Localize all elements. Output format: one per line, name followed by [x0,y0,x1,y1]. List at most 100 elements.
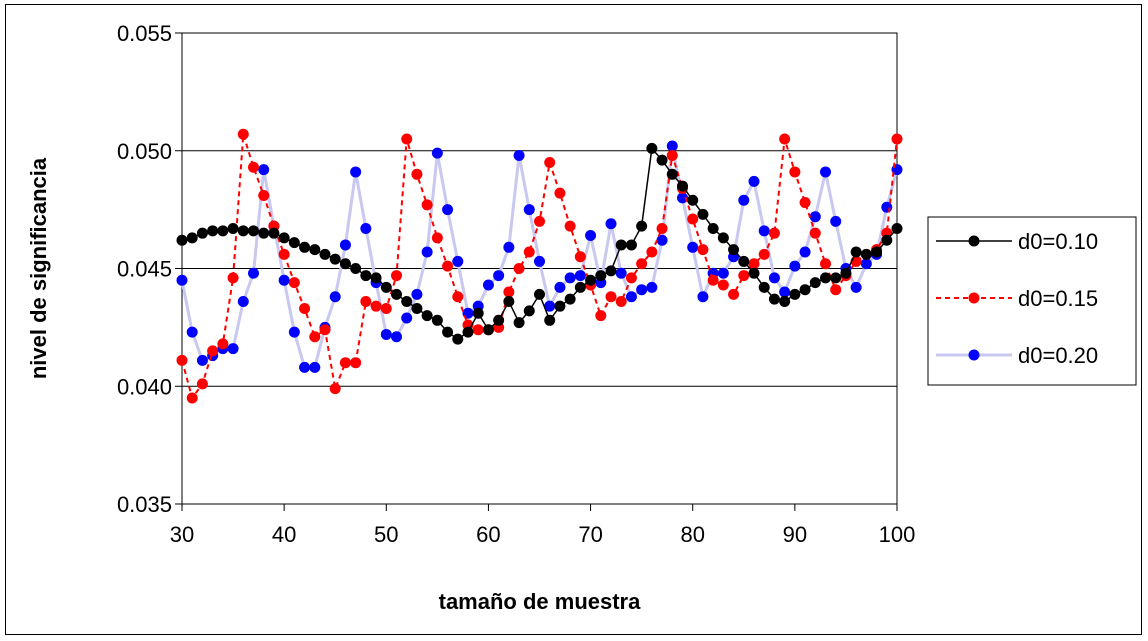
data-point [666,140,678,152]
data-point [636,258,648,270]
data-point [442,326,454,338]
data-point [391,331,402,343]
data-point [646,142,658,154]
data-point [738,255,750,267]
data-point [237,295,249,307]
data-point [860,258,872,270]
x-tick-label: 60 [476,522,500,547]
data-point [564,293,576,305]
data-point [625,272,637,284]
data-point [768,293,780,305]
data-point [717,279,729,291]
data-point [350,357,362,369]
data-point [677,180,688,192]
data-point [227,343,239,355]
data-point [227,222,239,234]
data-point [248,225,259,237]
data-point [217,225,229,237]
data-point [820,272,831,284]
data-point [391,288,402,300]
data-point [615,295,627,307]
data-point [656,234,668,246]
data-point [421,199,433,211]
legend-item: d0=0.20 [936,343,1098,368]
data-point [401,312,413,324]
data-point [585,274,597,286]
data-point [850,246,862,258]
data-point [717,232,729,244]
data-point [380,281,392,293]
data-point [380,328,392,340]
data-point [452,255,464,267]
data-point [462,326,474,338]
data-point [472,324,484,336]
y-axis-title: nivel de significancia [26,157,51,379]
data-point [278,248,290,260]
data-point [207,345,219,357]
data-point [758,225,770,237]
data-point [799,197,811,209]
legend-swatch-marker [968,349,980,361]
data-point [748,267,760,279]
chart-svg: 0.035 0.040 0.045 0.050 0.055 30 40 50 60 70 80 90 1… [26,21,1137,614]
data-point [850,281,862,293]
data-point [237,225,249,237]
data-point [840,267,852,279]
data-point [615,267,627,279]
data-point [554,281,566,293]
data-point [534,288,545,300]
data-point [728,288,740,300]
y-tick-label: 0.050 [117,139,172,164]
data-point [288,326,300,338]
data-point [503,286,515,298]
data-point [871,246,883,258]
data-point [299,361,311,373]
data-point [554,187,566,199]
data-point [258,164,270,176]
data-point [288,237,300,249]
data-point [717,267,729,279]
data-point [534,255,545,267]
data-point [574,251,586,263]
data-point [421,246,433,258]
data-point [196,354,208,366]
data-point [707,274,719,286]
data-point [697,244,709,256]
data-point [401,295,413,307]
data-point [687,241,699,253]
data-point [728,244,740,256]
data-point [523,246,535,258]
data-point [248,267,259,279]
data-point [809,227,821,239]
data-point [523,204,535,216]
data-point [707,222,719,234]
data-point [391,270,402,282]
data-point [482,324,494,336]
data-point [452,291,464,303]
data-point [697,291,709,303]
data-point [227,272,239,284]
data-point [309,331,321,343]
data-point [666,149,678,161]
axes: 0.035 0.040 0.045 0.050 0.055 30 40 50 60 70 80 90 1… [117,21,915,547]
data-point [779,295,791,307]
series-d0=0.10 [176,142,903,345]
data-point [268,227,280,239]
data-point [789,260,801,272]
data-point [350,263,362,274]
data-point [830,284,842,296]
data-point [411,168,423,180]
data-point [350,166,362,178]
data-point [523,305,535,317]
data-point [666,168,678,180]
data-point [186,326,198,338]
data-point [758,281,770,293]
data-point [891,222,903,234]
data-point [656,154,668,166]
data-point [544,300,556,312]
data-point [482,279,494,291]
data-point [625,291,637,303]
data-point [595,270,607,282]
data-point [687,213,699,225]
data-point [574,281,586,293]
